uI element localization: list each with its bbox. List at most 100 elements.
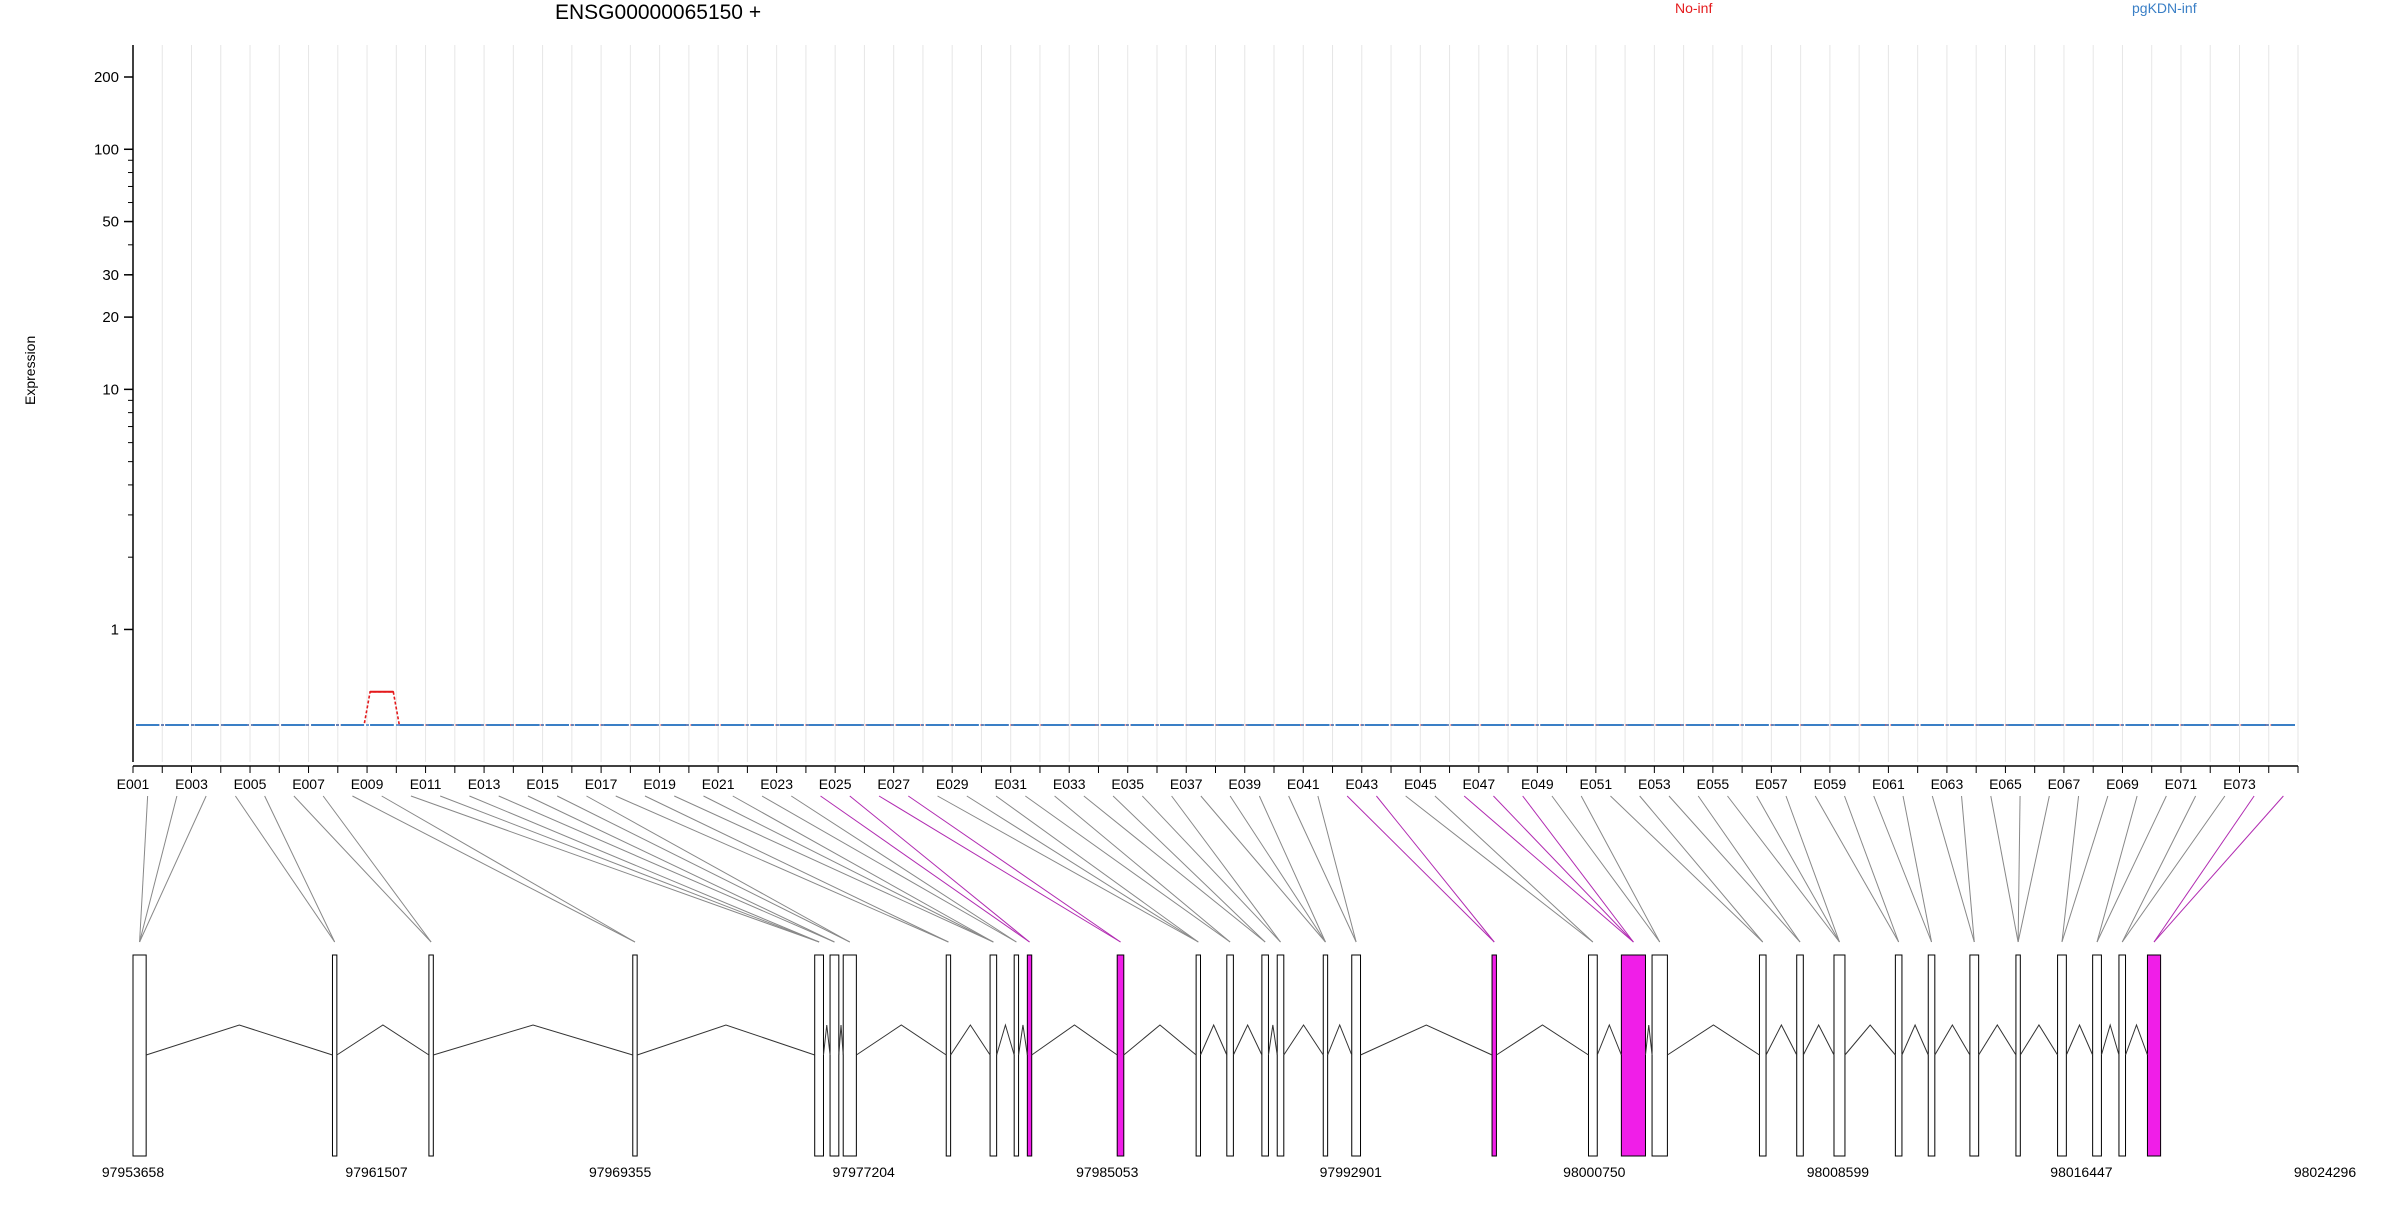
bin-link-line — [1025, 795, 1231, 943]
x-tick-label: E039 — [1228, 776, 1261, 792]
bin-link-line — [139, 795, 178, 943]
bin-link-line — [1376, 795, 1495, 943]
intron-line — [996, 1023, 1015, 1056]
genomic-coordinate-label: 97961507 — [345, 1164, 408, 1180]
y-axis-label: Expression — [22, 335, 38, 405]
exon-feature — [842, 954, 857, 1157]
intron-line — [1327, 1023, 1353, 1056]
x-tick-label: E017 — [585, 776, 618, 792]
x-tick-label: E043 — [1345, 776, 1378, 792]
intron-line — [1978, 1024, 2017, 1056]
x-tick-label: E037 — [1170, 776, 1203, 792]
exon-feature — [989, 954, 998, 1157]
intron-line — [1232, 1023, 1263, 1056]
bin-link-line — [2153, 795, 2255, 943]
exon-feature — [1620, 954, 1646, 1157]
bin-link-line — [791, 795, 1017, 943]
intron-line — [1018, 1024, 1028, 1056]
x-tick-label: E065 — [1989, 776, 2022, 792]
bin-link-line — [1756, 795, 1840, 943]
bin-link-line — [995, 795, 1199, 943]
exon-feature — [1026, 954, 1033, 1157]
exon-feature — [1261, 954, 1269, 1157]
exon-feature — [1226, 954, 1234, 1157]
intron-line — [2100, 1023, 2120, 1056]
y-tick-label: 30 — [102, 267, 119, 284]
bin-link-line — [732, 795, 994, 943]
bin-link-line — [293, 795, 432, 943]
bin-link-line — [1844, 795, 1900, 943]
x-tick-label: E047 — [1462, 776, 1495, 792]
y-tick-label: 20 — [102, 309, 119, 326]
bin-link-line — [1112, 795, 1266, 943]
intron-line — [1901, 1023, 1929, 1056]
bin-link-line — [381, 795, 636, 943]
intron-line — [1283, 1024, 1324, 1056]
genomic-coordinate-label: 97985053 — [1076, 1164, 1139, 1180]
exon-feature — [331, 954, 338, 1157]
x-tick-label: E021 — [702, 776, 735, 792]
genomic-coordinate-label: 97992901 — [1320, 1164, 1383, 1180]
exon-feature — [1758, 954, 1767, 1157]
x-tick-label: E009 — [351, 776, 384, 792]
exon-feature — [1587, 954, 1598, 1157]
bin-link-line — [1200, 795, 1326, 943]
bin-link-line — [820, 795, 1030, 943]
exon-feature — [1796, 954, 1804, 1157]
x-tick-label: E015 — [526, 776, 559, 792]
x-tick-label: E073 — [2223, 776, 2256, 792]
genomic-coordinate-label: 97953658 — [102, 1164, 165, 1180]
legend-entry-pgkdn-inf: pgKDN-inf — [2132, 0, 2197, 16]
exon-feature — [2092, 954, 2102, 1157]
bin-link-line — [761, 795, 1017, 943]
intron-line — [1802, 1023, 1835, 1056]
x-tick-label: E057 — [1755, 776, 1788, 792]
bin-link-line — [352, 795, 636, 943]
genomic-coordinate-label: 98016447 — [2050, 1164, 2113, 1180]
x-tick-label: E003 — [175, 776, 208, 792]
x-tick-label: E011 — [410, 776, 442, 792]
x-tick-label: E059 — [1814, 776, 1847, 792]
intron-line — [1644, 1024, 1653, 1056]
bin-link-line — [2017, 795, 2021, 943]
bin-link-line — [1346, 795, 1495, 943]
intron-line — [1667, 1024, 1760, 1056]
bin-link-line — [1814, 795, 1900, 943]
bin-link-line — [2096, 795, 2138, 943]
exon-feature — [428, 954, 434, 1157]
intron-line — [950, 1024, 991, 1056]
bin-link-line — [1083, 795, 1266, 943]
x-tick-label: E041 — [1287, 776, 1320, 792]
x-tick-label: E031 — [994, 776, 1027, 792]
bin-link-line — [498, 795, 835, 943]
bin-link-line — [1610, 795, 1764, 943]
bin-link-line — [1463, 795, 1634, 943]
bin-link-line — [1873, 795, 1933, 943]
bin-link-line — [1522, 795, 1634, 943]
exon-feature — [1195, 954, 1202, 1157]
x-tick-label: E005 — [234, 776, 267, 792]
bin-link-line — [2153, 795, 2284, 943]
bin-link-line — [1931, 795, 1975, 943]
x-tick-label: E051 — [1579, 776, 1612, 792]
exon-feature — [2118, 954, 2127, 1157]
bin-link-line — [1141, 795, 1281, 943]
bin-link-line — [2121, 795, 2197, 943]
x-tick-label: E053 — [1638, 776, 1671, 792]
exon-feature — [1013, 954, 1020, 1157]
intron-line — [636, 1024, 815, 1056]
exon-feature — [1969, 954, 1980, 1157]
exon-feature — [1491, 954, 1497, 1157]
y-tick-label: 1 — [111, 621, 119, 638]
bin-link-line — [1961, 795, 1975, 943]
x-tick-label: E067 — [2048, 776, 2081, 792]
bin-link-line — [674, 795, 994, 943]
intron-line — [1031, 1024, 1118, 1056]
genomic-coordinate-label: 98024296 — [2294, 1164, 2357, 1180]
legend-entry-no-inf: No-inf — [1675, 0, 1713, 16]
x-tick-label: E063 — [1931, 776, 1964, 792]
exon-feature — [1116, 954, 1125, 1157]
y-tick-label: 50 — [102, 214, 119, 231]
x-tick-label: E025 — [819, 776, 852, 792]
exon-feature — [1322, 954, 1329, 1157]
